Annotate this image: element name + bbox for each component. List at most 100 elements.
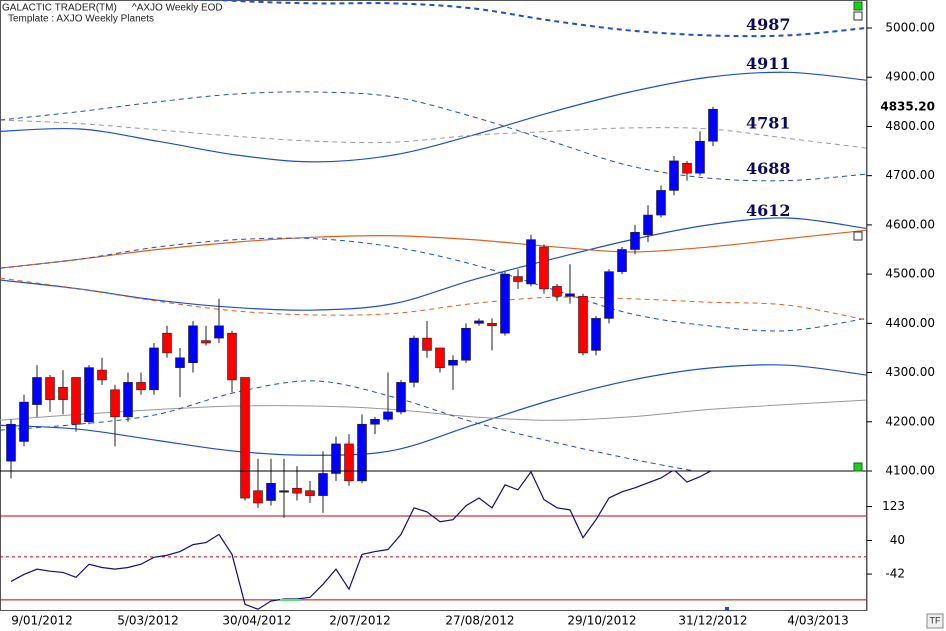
planet-line — [0, 71, 866, 163]
candle-body — [357, 423, 367, 482]
candle-body — [318, 473, 328, 496]
candle-body — [695, 140, 705, 174]
x-tick-label: 9/01/2012 — [11, 614, 73, 628]
app-title: GALACTIC TRADER(TM) — [2, 3, 117, 14]
candle-body — [474, 320, 484, 324]
y-tick-label: 4300.00 — [885, 365, 935, 379]
candle-body — [682, 163, 692, 174]
marker — [725, 607, 729, 611]
candle-body — [240, 377, 250, 499]
candle-body — [669, 160, 679, 191]
planet-line — [0, 119, 866, 149]
planet-line — [0, 364, 866, 456]
candle-body — [253, 490, 263, 504]
candle-body — [32, 377, 42, 405]
candle-body — [591, 318, 601, 351]
candle-body — [422, 337, 432, 351]
osc-tick-label: -42 — [885, 567, 905, 581]
candle-body — [188, 325, 198, 364]
tf-label: TF — [930, 615, 941, 625]
candle-body — [604, 271, 614, 319]
candles — [6, 106, 718, 518]
candle-body — [383, 411, 393, 420]
candle-body — [331, 443, 341, 474]
osc-tick-label: 40 — [890, 533, 905, 547]
x-tick-label: 31/12/2012 — [678, 614, 747, 628]
axes: 4100.00 4200.00 4300.00 4400.00 4500.00 4600.… — [11, 0, 935, 628]
candle-body — [214, 325, 224, 339]
y-tick-label: 4100.00 — [885, 464, 935, 478]
candle-body — [6, 423, 16, 462]
candle-body — [448, 359, 458, 366]
candle-body — [617, 249, 627, 272]
candle-body — [149, 347, 159, 391]
planet-line — [0, 277, 866, 321]
candle-body — [578, 295, 588, 354]
candle-body — [175, 357, 185, 368]
planet-label: 4911 — [746, 54, 791, 73]
planet-line — [0, 91, 866, 182]
status-icon[interactable] — [853, 462, 863, 472]
planet-line — [0, 229, 866, 269]
candle-body — [552, 286, 562, 297]
last-price-label: 4835.20 — [880, 100, 935, 114]
candle-body — [526, 239, 536, 285]
candle-body — [305, 490, 315, 496]
candle-body — [58, 387, 68, 400]
candle-body — [539, 246, 549, 290]
y-tick-label: 4700.00 — [885, 168, 935, 182]
candle-body — [500, 273, 510, 334]
candle-body — [513, 276, 523, 282]
candle-body — [409, 337, 419, 383]
candle-body — [19, 401, 29, 442]
y-tick-label: 4800.00 — [885, 119, 935, 133]
box-icon[interactable] — [853, 231, 863, 241]
x-tick-label: 4/03/2013 — [787, 614, 849, 628]
y-tick-label: 4900.00 — [885, 70, 935, 84]
x-tick-label: 2/07/2012 — [329, 614, 391, 628]
status-icon[interactable] — [853, 1, 863, 11]
y-tick-label: 5000.00 — [885, 21, 935, 35]
candle-body — [370, 419, 380, 425]
candle-body — [279, 490, 289, 493]
planet-line — [0, 399, 866, 421]
candle-body — [656, 190, 666, 216]
y-tick-label: 4500.00 — [885, 267, 935, 281]
candle-body — [292, 487, 302, 494]
candle-body — [435, 347, 445, 368]
candle-body — [461, 327, 471, 361]
osc-tick-label: 123 — [882, 499, 905, 513]
candle-body — [45, 377, 55, 400]
candle-body — [162, 332, 172, 354]
planet-line — [195, 0, 866, 38]
candle-body — [630, 231, 640, 250]
x-tick-label: 27/08/2012 — [445, 614, 514, 628]
planet-line — [0, 217, 866, 311]
x-tick-label: 30/04/2012 — [222, 614, 291, 628]
candle-body — [201, 340, 211, 344]
y-tick-label: 4600.00 — [885, 217, 935, 231]
planet-line — [0, 237, 866, 332]
planet-lines — [0, 0, 866, 471]
planet-label: 4688 — [746, 159, 791, 178]
candle-body — [110, 389, 120, 418]
candle-body — [487, 323, 497, 327]
planet-label: 4612 — [746, 201, 791, 220]
template: Template : AXJO Weekly Planets — [8, 14, 154, 25]
planet-label: 4987 — [746, 15, 791, 34]
osc-line — [10, 471, 712, 610]
candle-body — [136, 382, 146, 391]
plot-frame — [0, 0, 867, 611]
candle-body — [97, 369, 107, 381]
planet-label: 4781 — [746, 113, 791, 132]
tf-button[interactable] — [926, 613, 944, 629]
y-tick-label: 4200.00 — [885, 414, 935, 428]
planet-line — [0, 380, 698, 471]
box-icon[interactable] — [853, 11, 863, 21]
candle-body — [71, 377, 81, 425]
candle-body — [84, 367, 94, 423]
candle-body — [643, 214, 653, 236]
x-tick-label: 5/03/2012 — [117, 614, 179, 628]
symbol: ^AXJO Weekly EOD — [132, 3, 223, 14]
